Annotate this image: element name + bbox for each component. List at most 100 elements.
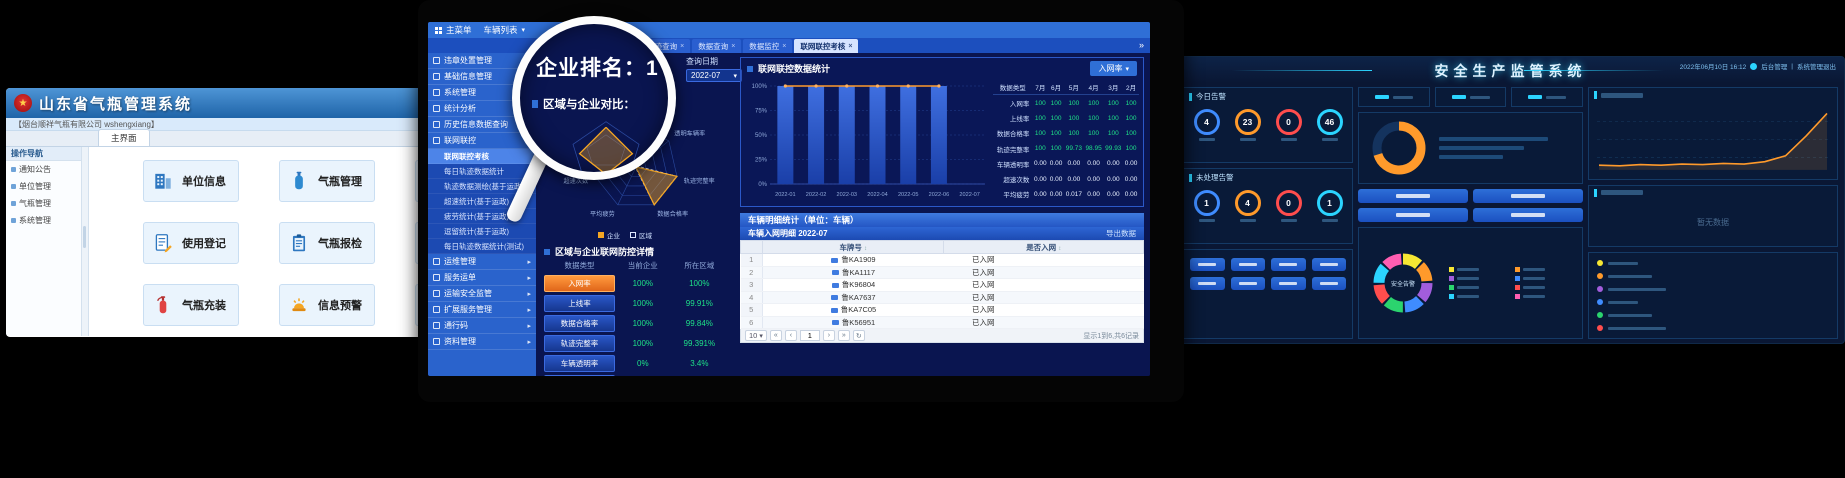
accent-icon	[1189, 173, 1192, 182]
menu-icon	[433, 322, 440, 329]
first-page-button[interactable]: «	[769, 330, 782, 341]
function-card[interactable]: 气瓶管理	[279, 160, 375, 202]
quick-button[interactable]	[1358, 208, 1468, 222]
cylinder-icon	[288, 170, 310, 192]
vehicle-row[interactable]: 1 鲁KA1909 已入网	[740, 253, 1144, 267]
sidebar-item[interactable]: 资料管理 ▸	[428, 334, 536, 350]
ring-label-placeholder	[1198, 138, 1215, 141]
tab-item[interactable]: 联网联控考核 ×	[794, 39, 859, 53]
sidebar-item[interactable]: 联网联控▾	[428, 133, 536, 149]
export-button[interactable]: 导出数据	[1106, 229, 1136, 238]
metric-dropdown[interactable]: 入网率 ▾	[1090, 61, 1137, 76]
vehicle-list-label: 车辆列表	[483, 25, 518, 35]
quick-button[interactable]	[1473, 189, 1583, 203]
close-icon[interactable]: ×	[731, 42, 736, 50]
button-label-placeholder	[1396, 194, 1430, 198]
alarm-chip-button[interactable]	[1311, 277, 1346, 290]
sidebar-subitem[interactable]: 逗留统计(基于运政)	[428, 224, 536, 239]
status-legend-row	[1597, 260, 1829, 266]
alarm-chip-button[interactable]	[1190, 277, 1225, 290]
sidebar-item[interactable]: 运输安全监管 ▸	[428, 286, 536, 302]
alarm-chip-button[interactable]	[1271, 258, 1306, 271]
alarm-chip-button[interactable]	[1311, 258, 1346, 271]
nav-item[interactable]: 单位管理	[6, 178, 81, 195]
alarm-chip-button[interactable]	[1230, 258, 1265, 271]
page-size-select[interactable]: 10 ▾	[745, 330, 767, 341]
sidebar-subitem[interactable]: 联网联控考核	[428, 149, 536, 164]
nav-item[interactable]: 通知公告	[6, 161, 81, 178]
function-card[interactable]: 气瓶充装	[143, 284, 239, 326]
collapse-icon[interactable]: »	[1138, 40, 1144, 50]
logout-link[interactable]: 系统管理退出	[1797, 64, 1836, 71]
ring-label-placeholder	[1239, 219, 1256, 222]
function-card[interactable]: 单位信息	[143, 160, 239, 202]
close-icon[interactable]: ×	[848, 42, 853, 50]
vehicle-list-button[interactable]: 车辆列表 ▾	[484, 24, 526, 36]
status-legend-panel	[1588, 252, 1838, 339]
sort-icon[interactable]: ↕	[1058, 245, 1062, 252]
sort-icon[interactable]: ↕	[864, 245, 868, 252]
metric-button[interactable]: 入网率	[544, 274, 615, 292]
sidebar-subitem[interactable]: 轨迹数据测绘(基于运政)	[428, 179, 536, 194]
alarm-chip-button[interactable]	[1230, 277, 1265, 290]
sidebar-item-label: 运输安全监管	[444, 289, 492, 298]
alarm-ring: 4	[1234, 190, 1261, 222]
query-date-select[interactable]: 2022-07 ▾	[686, 69, 742, 82]
sidebar-item[interactable]: 通行码 ▸	[428, 318, 536, 334]
nav-item[interactable]: 系统管理	[6, 212, 81, 229]
sidebar-subitem[interactable]: 每日轨迹数据统计(测试)	[428, 239, 536, 254]
tab-item[interactable]: 数据查询 ×	[692, 39, 742, 53]
tab-item[interactable]: 数据监控 ×	[743, 39, 793, 53]
page-number-input[interactable]	[799, 330, 820, 341]
legend-swatch	[1449, 267, 1454, 272]
alarm-chip-button[interactable]	[1271, 277, 1306, 290]
quick-button[interactable]	[1358, 189, 1468, 203]
sidebar-item[interactable]: 运维管理 ▸	[428, 254, 536, 270]
nav-item[interactable]: 气瓶管理	[6, 195, 81, 212]
vehicle-row[interactable]: 2 鲁KA1117 已入网	[740, 266, 1144, 279]
tab-main-view[interactable]: 主界面	[98, 129, 150, 146]
legend-swatch	[1514, 285, 1520, 290]
stat-value-placeholder	[1528, 95, 1543, 99]
vehicle-row[interactable]: 5 鲁KA7C05 已入网	[740, 303, 1144, 317]
alarm-chip-button[interactable]	[1190, 258, 1225, 271]
vehicle-row[interactable]: 6 鲁K56951 已入网	[740, 316, 1144, 329]
donut-legend	[1449, 267, 1572, 299]
chip-label-placeholder	[1238, 282, 1257, 285]
bar-placeholder	[1439, 155, 1503, 159]
main-menu-button[interactable]: 主菜单	[435, 24, 472, 36]
prev-page-button[interactable]: ‹	[784, 330, 797, 341]
metric-button[interactable]: 数据合格率	[544, 314, 615, 332]
vehicle-row[interactable]: 4 鲁KA7637 已入网	[740, 291, 1144, 304]
sidebar-item[interactable]: 扩展服务管理 ▸	[428, 302, 536, 318]
metric-button[interactable]: 超速次数	[544, 374, 615, 376]
status-col-header[interactable]: 是否入网 ↕	[943, 240, 1144, 254]
row-label: 超速次数	[1003, 177, 1030, 185]
function-card[interactable]: 气瓶报检	[279, 222, 375, 264]
function-card[interactable]: 使用登记	[143, 222, 239, 264]
close-icon[interactable]: ×	[680, 42, 685, 50]
metric-button[interactable]: 轨迹完整率	[544, 334, 615, 352]
user-name[interactable]: 后台管理	[1761, 64, 1788, 71]
metric-button[interactable]: 上线率	[544, 294, 615, 312]
sidebar-item[interactable]: 服务运单 ▸	[428, 270, 536, 286]
sidebar-collapse-handle[interactable]	[82, 147, 89, 336]
plate-col-header[interactable]: 车牌号 ↕	[761, 240, 945, 254]
month-value: 100	[1068, 99, 1080, 107]
status-dot-icon	[1597, 260, 1603, 266]
detail-row: 入网率 100% 100%	[542, 273, 730, 293]
quick-button[interactable]	[1473, 208, 1583, 222]
region-value: 3.4%	[690, 358, 709, 368]
legend-item	[1449, 276, 1507, 281]
month-value: 100	[1125, 99, 1137, 107]
vehicle-row[interactable]: 3 鲁K96804 已入网	[740, 278, 1144, 292]
last-page-button[interactable]: »	[837, 330, 850, 341]
metric-button[interactable]: 车辆透明率	[544, 354, 615, 372]
function-card[interactable]: 信息预警	[279, 284, 375, 326]
next-page-button[interactable]: ›	[822, 330, 835, 341]
close-icon[interactable]: ×	[782, 42, 787, 50]
sidebar-subitem[interactable]: 每日轨迹数据统计	[428, 164, 536, 179]
main-menu-label: 主菜单	[446, 25, 472, 35]
refresh-button[interactable]: ↻	[852, 330, 865, 341]
